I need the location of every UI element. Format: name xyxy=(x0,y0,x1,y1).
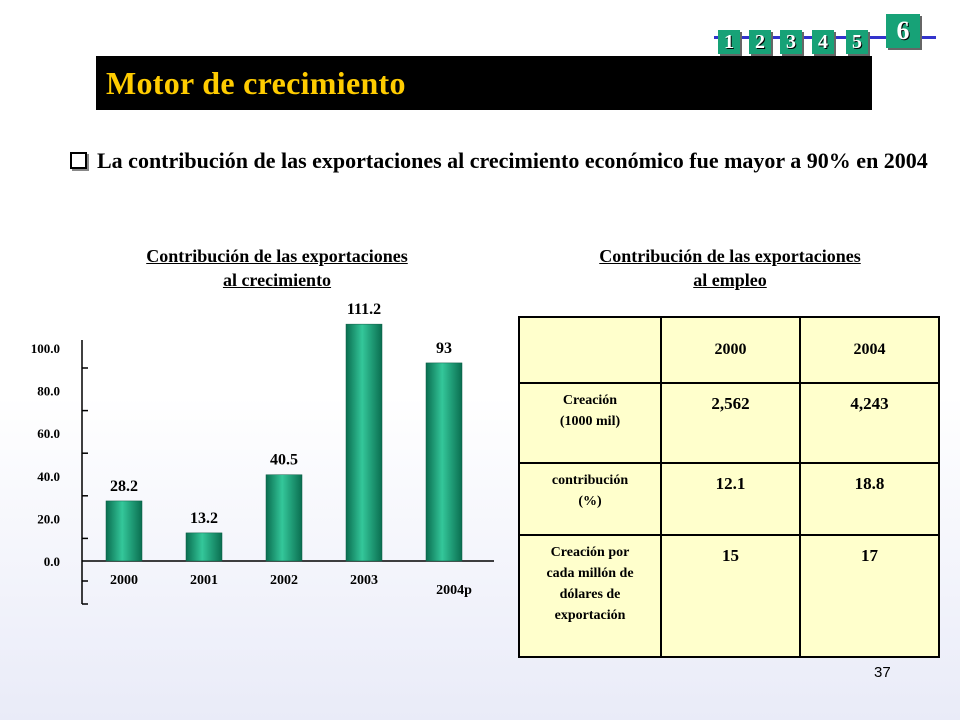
data-label-2001: 13.2 xyxy=(190,510,218,527)
bar-2004p xyxy=(425,362,463,562)
cell-value: 4,243 xyxy=(799,382,940,464)
table-heading-line1: Contribución de las exportaciones xyxy=(599,246,861,266)
chart-heading: Contribución de las exportaciones al cre… xyxy=(92,244,462,292)
bar-2003 xyxy=(345,323,383,562)
bar-2002 xyxy=(265,474,303,562)
cell-value: 12.1 xyxy=(660,462,801,536)
title-bar: Motor de crecimiento xyxy=(96,56,872,110)
row-label-creacion-por-millon: Creación por cada millón de dólares de e… xyxy=(518,534,662,658)
page-number: 37 xyxy=(874,664,891,681)
checkbox-bullet-icon xyxy=(70,152,87,169)
data-label-2004p: 93 xyxy=(436,340,452,357)
slide-title: Motor de crecimiento xyxy=(106,64,406,101)
table-header-empty xyxy=(518,316,662,384)
section-nav: 1 2 3 4 5 6 xyxy=(700,8,940,58)
row-label-line: (1000 mil) xyxy=(559,414,621,429)
nav-item-4[interactable]: 4 xyxy=(812,30,834,54)
table-header-2004: 2004 xyxy=(799,316,940,384)
employment-table: 2000 2004 Creación (1000 mil) 2,562 4,24… xyxy=(518,316,940,658)
row-label-creacion: Creación (1000 mil) xyxy=(518,382,662,464)
x-tick-label: 2001 xyxy=(190,573,218,588)
row-label-line: Creación xyxy=(562,393,618,408)
nav-item-5[interactable]: 5 xyxy=(846,30,868,54)
y-tick-label: 40.0 xyxy=(37,469,60,484)
x-tick-label: 2000 xyxy=(110,573,138,588)
data-label-2000: 28.2 xyxy=(110,478,138,495)
y-tick-label: 20.0 xyxy=(37,511,60,526)
nav-item-1[interactable]: 1 xyxy=(718,30,740,54)
row-label-contribucion: contribución (%) xyxy=(518,462,662,536)
table-row: contribución (%) 12.1 18.8 xyxy=(518,462,940,536)
nav-item-3[interactable]: 3 xyxy=(780,30,802,54)
x-tick-label: 2004p xyxy=(436,583,472,598)
table-heading-line2: al empleo xyxy=(693,270,767,290)
chart-heading-line2: al crecimiento xyxy=(222,270,332,290)
cell-value: 15 xyxy=(660,534,801,658)
row-label-line: cada millón de xyxy=(546,566,634,581)
data-label-2002: 40.5 xyxy=(270,452,298,469)
nav-item-2[interactable]: 2 xyxy=(749,30,771,54)
data-label-2003: 111.2 xyxy=(347,301,381,318)
row-label-line: contribución xyxy=(551,473,629,488)
chart-heading-line1: Contribución de las exportaciones xyxy=(146,246,408,266)
y-tick-label: 0.0 xyxy=(44,554,60,569)
bullet-point: La contribución de las exportaciones al … xyxy=(70,146,950,175)
table-header-2000: 2000 xyxy=(660,316,801,384)
row-label-line: (%) xyxy=(578,494,602,509)
row-label-line: dólares de xyxy=(559,587,621,602)
bar-2001 xyxy=(185,532,223,562)
cell-value: 17 xyxy=(799,534,940,658)
table-row: Creación por cada millón de dólares de e… xyxy=(518,534,940,658)
table-row: Creación (1000 mil) 2,562 4,243 xyxy=(518,382,940,464)
row-label-line: exportación xyxy=(554,608,626,623)
table-header-row: 2000 2004 xyxy=(518,316,940,384)
y-tick-label: 60.0 xyxy=(37,426,60,441)
bar-chart: 0.0 20.0 40.0 60.0 80.0 100.0 28.2 2000 13.2 200… xyxy=(31,301,494,605)
table-heading: Contribución de las exportaciones al emp… xyxy=(540,244,920,292)
cell-value: 2,562 xyxy=(660,382,801,464)
bullet-text: La contribución de las exportaciones al … xyxy=(97,148,928,173)
row-label-line: Creación por xyxy=(550,545,630,560)
bar-2000 xyxy=(105,500,143,562)
y-tick-label: 100.0 xyxy=(31,341,60,356)
x-tick-label: 2002 xyxy=(270,573,298,588)
x-tick-label: 2003 xyxy=(350,573,378,588)
nav-item-6-current[interactable]: 6 xyxy=(886,14,920,48)
cell-value: 18.8 xyxy=(799,462,940,536)
y-tick-label: 80.0 xyxy=(37,384,60,399)
